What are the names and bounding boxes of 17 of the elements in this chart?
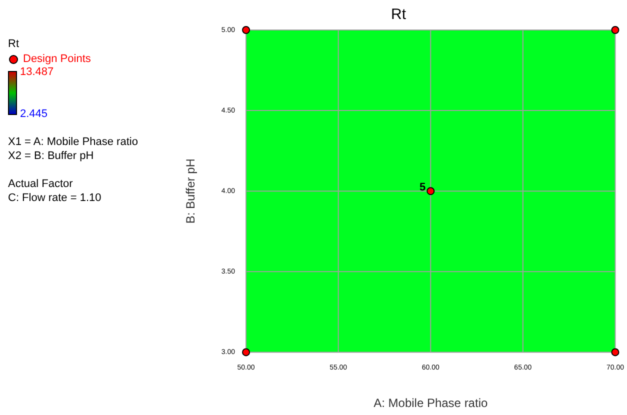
point xyxy=(426,187,435,196)
color-bar-label: 13.487 xyxy=(20,66,54,78)
point xyxy=(242,26,250,34)
text: X1 = A: Mobile Phase ratio xyxy=(8,135,139,149)
text: C: Flow rate = 1.10 xyxy=(8,192,102,204)
point xyxy=(611,26,620,34)
color-bar-label: 2.445 xyxy=(20,108,48,120)
point xyxy=(611,348,620,356)
text: Actual Factor xyxy=(8,178,73,190)
chart-title: Rt xyxy=(391,6,407,24)
color-bar-title: Rt xyxy=(8,38,20,50)
y-axis-title: B: Buffer pH xyxy=(184,158,198,224)
x-axis-title: A: Mobile Phase ratio xyxy=(374,396,488,410)
text: X2 = B: Buffer pH xyxy=(8,150,94,162)
point xyxy=(242,348,250,356)
legend-label: Design Points xyxy=(23,53,91,65)
annotation: 5 xyxy=(420,182,426,194)
